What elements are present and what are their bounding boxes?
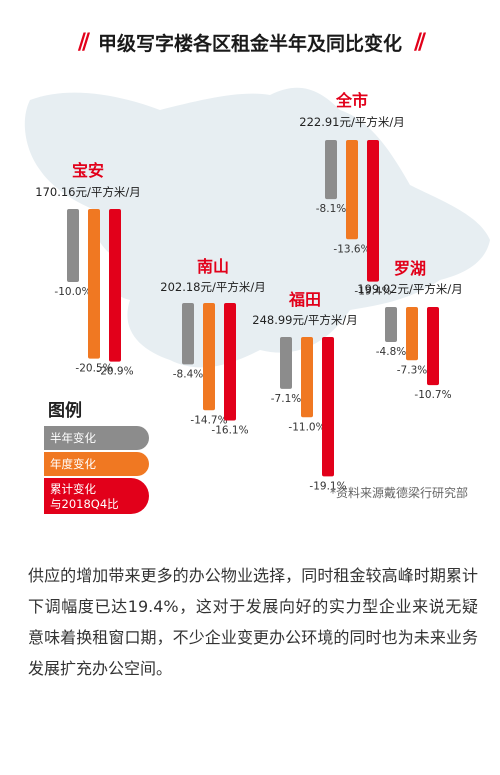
bar-citywide-1 [325, 140, 337, 200]
bar-citywide-2 [346, 140, 358, 240]
bar-value-label: -10.7% [414, 389, 451, 401]
district-citywide: 全市 222.91元/平方米/月 -8.1% -13.6% -19.4% [299, 91, 405, 298]
bar-nanshan-3 [224, 303, 236, 421]
bar-value-label: -19.1% [309, 480, 346, 492]
chart-title: 甲级写字楼各区租金半年及同比变化 [97, 32, 402, 55]
legend-label: 半年变化 [50, 431, 96, 445]
legend-label: 累计变化 [50, 482, 96, 496]
bar-baoan-2 [88, 209, 100, 359]
district-baoan: 宝安 170.16元/平方米/月 -10.0% -20.5%-20.9% [35, 161, 141, 378]
bar-luohu-3 [427, 307, 439, 386]
bar-luohu-2 [406, 307, 418, 361]
legend-title: 图例 [48, 400, 82, 421]
legend-item: 半年变化 [44, 426, 149, 450]
bar-futian-3 [322, 337, 334, 477]
bar-value-label: -14.7% [190, 414, 227, 426]
bar-citywide-3 [367, 140, 379, 282]
bar-value-label: -20.5% [75, 363, 112, 375]
legend-swatch-square-end [44, 478, 84, 514]
bar-value-label: -4.8% [376, 346, 406, 358]
district-name: 全市 [335, 91, 368, 110]
bar-value-label: -19.4% [354, 286, 391, 298]
district-name: 罗湖 [394, 259, 426, 278]
district-rent: 202.18元/平方米/月 [160, 280, 266, 294]
bar-value-label: -8.4% [173, 368, 203, 380]
bar-value-label: -13.6% [333, 243, 370, 255]
legend-label: 年度变化 [50, 457, 96, 471]
district-name: 宝安 [72, 161, 104, 180]
infographic-canvas: 宝安 170.16元/平方米/月 -10.0% -20.5%-20.9% 全市 222.9… [24, 87, 491, 514]
bar-nanshan-2 [203, 303, 215, 411]
bar-value-label: -11.0% [288, 421, 325, 433]
district-luohu: 罗湖 199.02元/平方米/月 -4.8% -7.3% -10.7% [357, 259, 463, 401]
legend-item: 年度变化 [44, 452, 149, 476]
legend-swatch-square-end [44, 426, 84, 450]
bar-luohu-1 [385, 307, 397, 343]
districts-layer: 宝安 170.16元/平方米/月 -10.0% -20.5%-20.9% 全市 222.9… [35, 91, 463, 492]
legend-swatch-square-end [44, 452, 84, 476]
district-rent: 199.02元/平方米/月 [357, 282, 463, 296]
bar-value-label: -8.1% [316, 203, 346, 215]
legend-label-line2: 与2018Q4比 [50, 497, 119, 511]
bar-value-label: -10.0% [54, 286, 91, 298]
bar-value-label: -16.1% [211, 425, 248, 437]
bar-value-label: -7.3% [397, 364, 427, 376]
district-futian: 福田 248.99元/平方米/月 -7.1% -11.0% -19.1% [252, 290, 358, 492]
bar-baoan-3 [109, 209, 121, 362]
bar-value-label: -20.9% [96, 366, 133, 378]
bar-nanshan-1 [182, 303, 194, 365]
district-name: 南山 [197, 257, 229, 276]
bar-futian-2 [301, 337, 313, 418]
title-row: // 甲级写字楼各区租金半年及同比变化 // [0, 22, 500, 62]
district-rent: 222.91元/平方米/月 [299, 115, 405, 129]
source-note: *资料来源戴德梁行研究部 [330, 485, 468, 500]
district-name: 福田 [288, 290, 321, 309]
district-nanshan: 南山 202.18元/平方米/月 -8.4% -14.7%-16.1% [160, 257, 266, 437]
bar-value-label: -7.1% [271, 393, 301, 405]
bar-futian-1 [280, 337, 292, 389]
bar-baoan-1 [67, 209, 79, 282]
district-rent: 170.16元/平方米/月 [35, 185, 141, 199]
district-rent: 248.99元/平方米/月 [252, 313, 358, 327]
body-paragraph: 供应的增加带来更多的办公物业选择，同时租金较高峰时期累计下调幅度已达19.4%，… [28, 566, 478, 678]
